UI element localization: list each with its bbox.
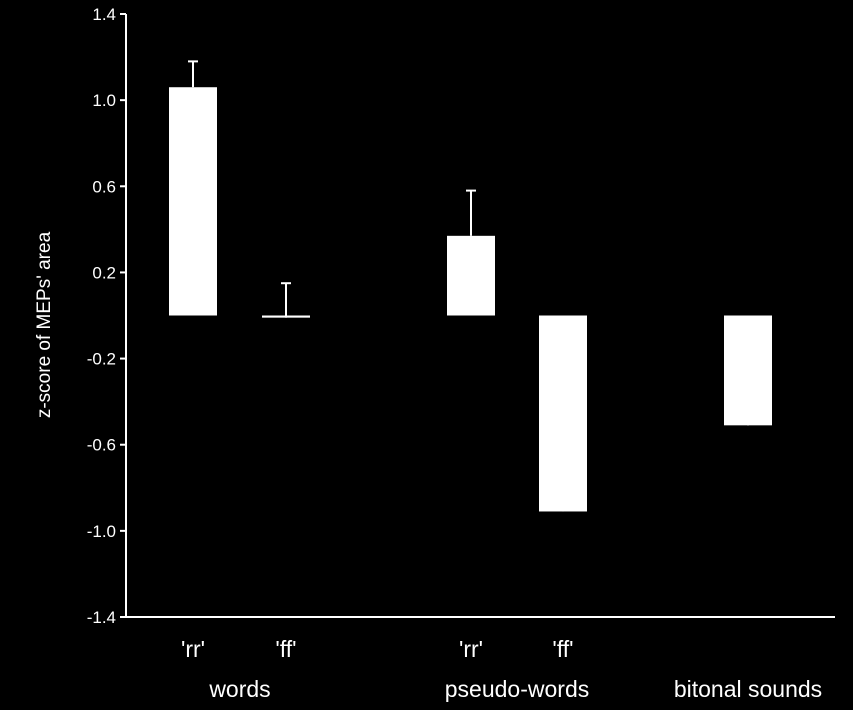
y-axis-label: z-score of MEPs' area: [34, 231, 55, 418]
bars-layer: [169, 60, 772, 512]
bar-0: [169, 87, 217, 316]
axes-layer: 1.4 1.0 0.6 0.2 -0.2 -0.6 -1.0 -1.4: [87, 5, 835, 627]
group-label-2: bitonal sounds: [674, 676, 822, 702]
y-tick-label-2: 0.6: [92, 177, 116, 196]
bar-label-0: 'rr': [181, 636, 205, 662]
y-tick-label-4: -0.2: [87, 350, 116, 369]
bar-label-2: 'rr': [459, 636, 483, 662]
bar-label-1: 'ff': [275, 636, 296, 662]
y-tick-label-1: 1.0: [92, 91, 116, 110]
group-label-0: words: [208, 676, 270, 702]
y-tick-label-5: -0.6: [87, 436, 116, 455]
bar-label-3: 'ff': [552, 636, 573, 662]
y-tick-label-3: 0.2: [92, 263, 116, 282]
y-tick-label-7: -1.4: [87, 608, 116, 627]
y-tick-label-6: -1.0: [87, 522, 116, 541]
labels-layer: 'rr''ff''rr''ff'words pseudo-words bitonal…: [181, 636, 822, 702]
bar-2: [447, 235, 495, 316]
y-tick-label-0: 1.4: [92, 5, 116, 24]
group-label-1: pseudo-words: [445, 676, 589, 702]
